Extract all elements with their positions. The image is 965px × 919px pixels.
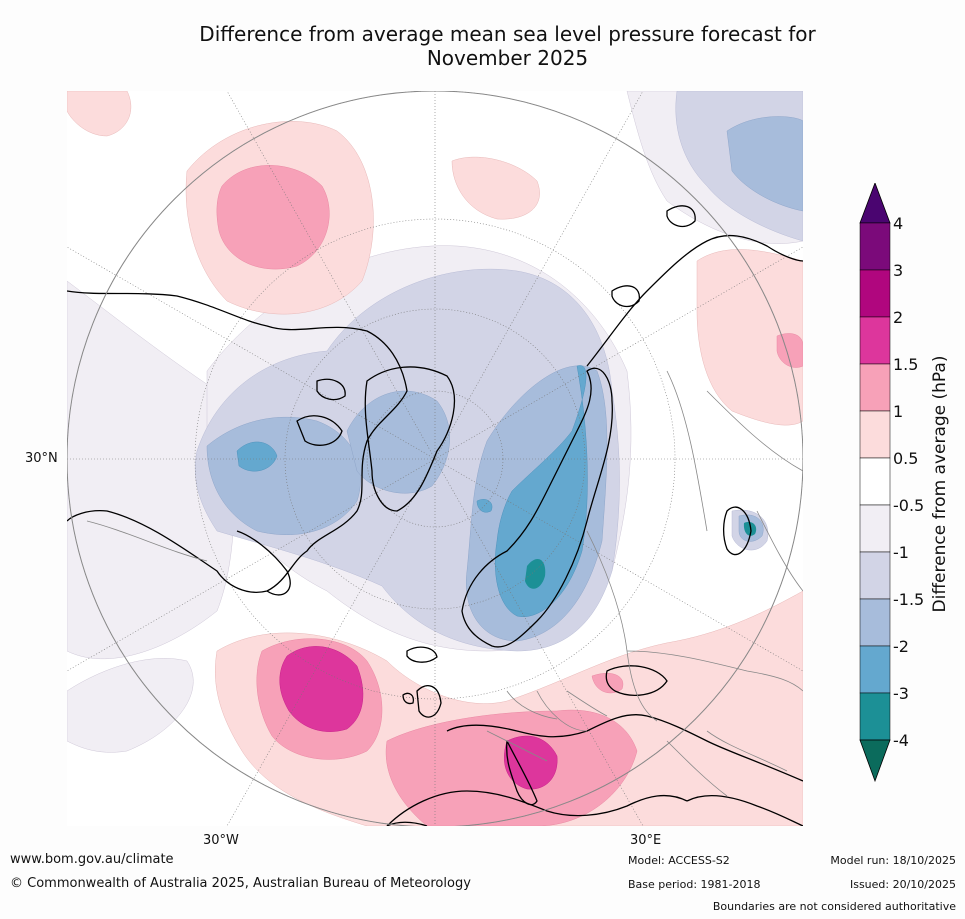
lat-label-30n: 30°N — [25, 451, 58, 466]
coast-siberia — [586, 234, 803, 367]
darkteal-scandinavia — [525, 558, 546, 589]
colorbar-tick-neg1: -1 — [893, 543, 909, 562]
colorbar-bottom-arrow — [859, 739, 891, 783]
border-europe-4 — [486, 730, 548, 762]
coast-middle-east — [686, 794, 803, 826]
border-europe-1 — [506, 690, 558, 720]
map-title: Difference from average mean sea level p… — [90, 22, 925, 70]
coast-italy — [506, 740, 538, 806]
lon-label-30e: 30°E — [630, 833, 662, 848]
footer-website[interactable]: www.bom.gov.au/climate — [10, 852, 174, 867]
darkteal-caspian — [743, 521, 757, 536]
anomaly-teal-regions — [236, 365, 588, 617]
colorbar-segment-neg3-neg4 — [859, 692, 891, 741]
lat-circle-60 — [284, 308, 586, 610]
colorbar-tick-0.5: 0.5 — [893, 449, 919, 468]
colorbar-tick-neg2: -2 — [893, 637, 909, 656]
coast-canadian-islands — [296, 378, 346, 446]
colorbar-segment-3-4 — [859, 222, 891, 271]
coast-blacksea — [605, 665, 668, 696]
border-asia-1 — [666, 370, 708, 532]
lon-label-30w: 30°W — [203, 833, 239, 848]
blue-baffin — [346, 390, 450, 494]
border-europe-2 — [536, 690, 588, 732]
colorbar-segment-neg1-neg1.5 — [859, 551, 891, 600]
border-russia-kazakh — [626, 650, 803, 692]
colorbar-tick-1.5: 1.5 — [893, 355, 919, 374]
border-canada-us — [86, 520, 208, 562]
coast-mediterranean — [386, 790, 688, 826]
pink-pacific — [216, 165, 330, 270]
coast-caspian — [722, 506, 752, 556]
palepink-atlantic — [215, 590, 803, 826]
colorbar-tick-1: 1 — [893, 402, 904, 421]
coast-north-africa — [386, 821, 428, 826]
palepink-siberia — [696, 249, 803, 426]
meridian-30e — [434, 458, 644, 826]
palepink-topleft — [67, 91, 132, 137]
lat-circle-45 — [194, 218, 676, 700]
colorbar-tick-2: 2 — [893, 308, 904, 327]
coastlines — [67, 205, 803, 826]
country-boundaries — [86, 370, 803, 797]
colorbar-tick-neg3: -3 — [893, 684, 909, 703]
teal-canada — [236, 441, 278, 472]
footer-disclaimer: Boundaries are not considered authoritat… — [712, 900, 956, 913]
palepink-arctic-small — [451, 156, 540, 220]
colorbar-top-arrow — [859, 183, 891, 224]
lavender-eastpacific — [67, 658, 194, 753]
blue-siberia — [726, 116, 803, 212]
colorbar-tick-neg1.5: -1.5 — [893, 590, 925, 609]
colorbar-segment-neg1.5-neg2 — [859, 598, 891, 647]
border-mideast-2 — [706, 730, 788, 772]
pressure-anomaly-map — [67, 91, 803, 826]
colorbar-segment-neg0.5-neg1 — [859, 504, 891, 553]
border-russia-west — [586, 530, 658, 722]
anomaly-magenta-regions — [279, 646, 558, 790]
colorbar — [859, 183, 891, 783]
coast-iceland — [406, 646, 438, 663]
border-mideast-1 — [666, 740, 728, 797]
colorbar-segment-2-3 — [859, 269, 891, 318]
coast-british-isles — [402, 685, 442, 718]
footer-model-run: Model run: 18/10/2025 — [830, 854, 956, 867]
border-asia-2 — [706, 390, 803, 472]
border-asia-3 — [756, 510, 803, 592]
colorbar-tick-4: 4 — [893, 214, 904, 233]
footer-model: Model: ACCESS-S2 — [628, 854, 730, 867]
magenta-med — [503, 735, 558, 790]
magenta-atlantic — [279, 646, 364, 732]
graticule — [67, 91, 803, 826]
coast-greenland — [364, 366, 455, 512]
coast-north-america — [67, 290, 408, 593]
colorbar-segment-neg2-neg3 — [859, 645, 891, 694]
anomaly-dark-teal-regions — [525, 521, 757, 589]
colorbar-segment-1.5-2 — [859, 316, 891, 365]
colorbar-segment-1-1.5 — [859, 363, 891, 412]
footer-base-period: Base period: 1981-2018 — [628, 878, 761, 891]
colorbar-title: Difference from average (hPa) — [930, 355, 950, 613]
colorbar-segment-0.5-1 — [859, 410, 891, 459]
coast-europe — [446, 714, 803, 782]
colorbar-tick-neg4: -4 — [893, 731, 909, 750]
coast-kara-islands — [611, 205, 696, 308]
meridian-30w — [226, 458, 436, 826]
footer-issued: Issued: 20/10/2025 — [849, 878, 956, 891]
title-line-2: November 2025 — [426, 46, 589, 70]
colorbar-tick-neg0.5: -0.5 — [893, 496, 925, 515]
colorbar-tick-3: 3 — [893, 261, 904, 280]
border-europe-3 — [566, 690, 608, 717]
coast-scandinavia — [461, 367, 613, 648]
footer-copyright: © Commonwealth of Australia 2025, Austra… — [10, 876, 471, 891]
title-line-1: Difference from average mean sea level p… — [199, 22, 816, 46]
coast-hudson — [236, 530, 291, 596]
colorbar-segment-neutral — [859, 457, 891, 506]
